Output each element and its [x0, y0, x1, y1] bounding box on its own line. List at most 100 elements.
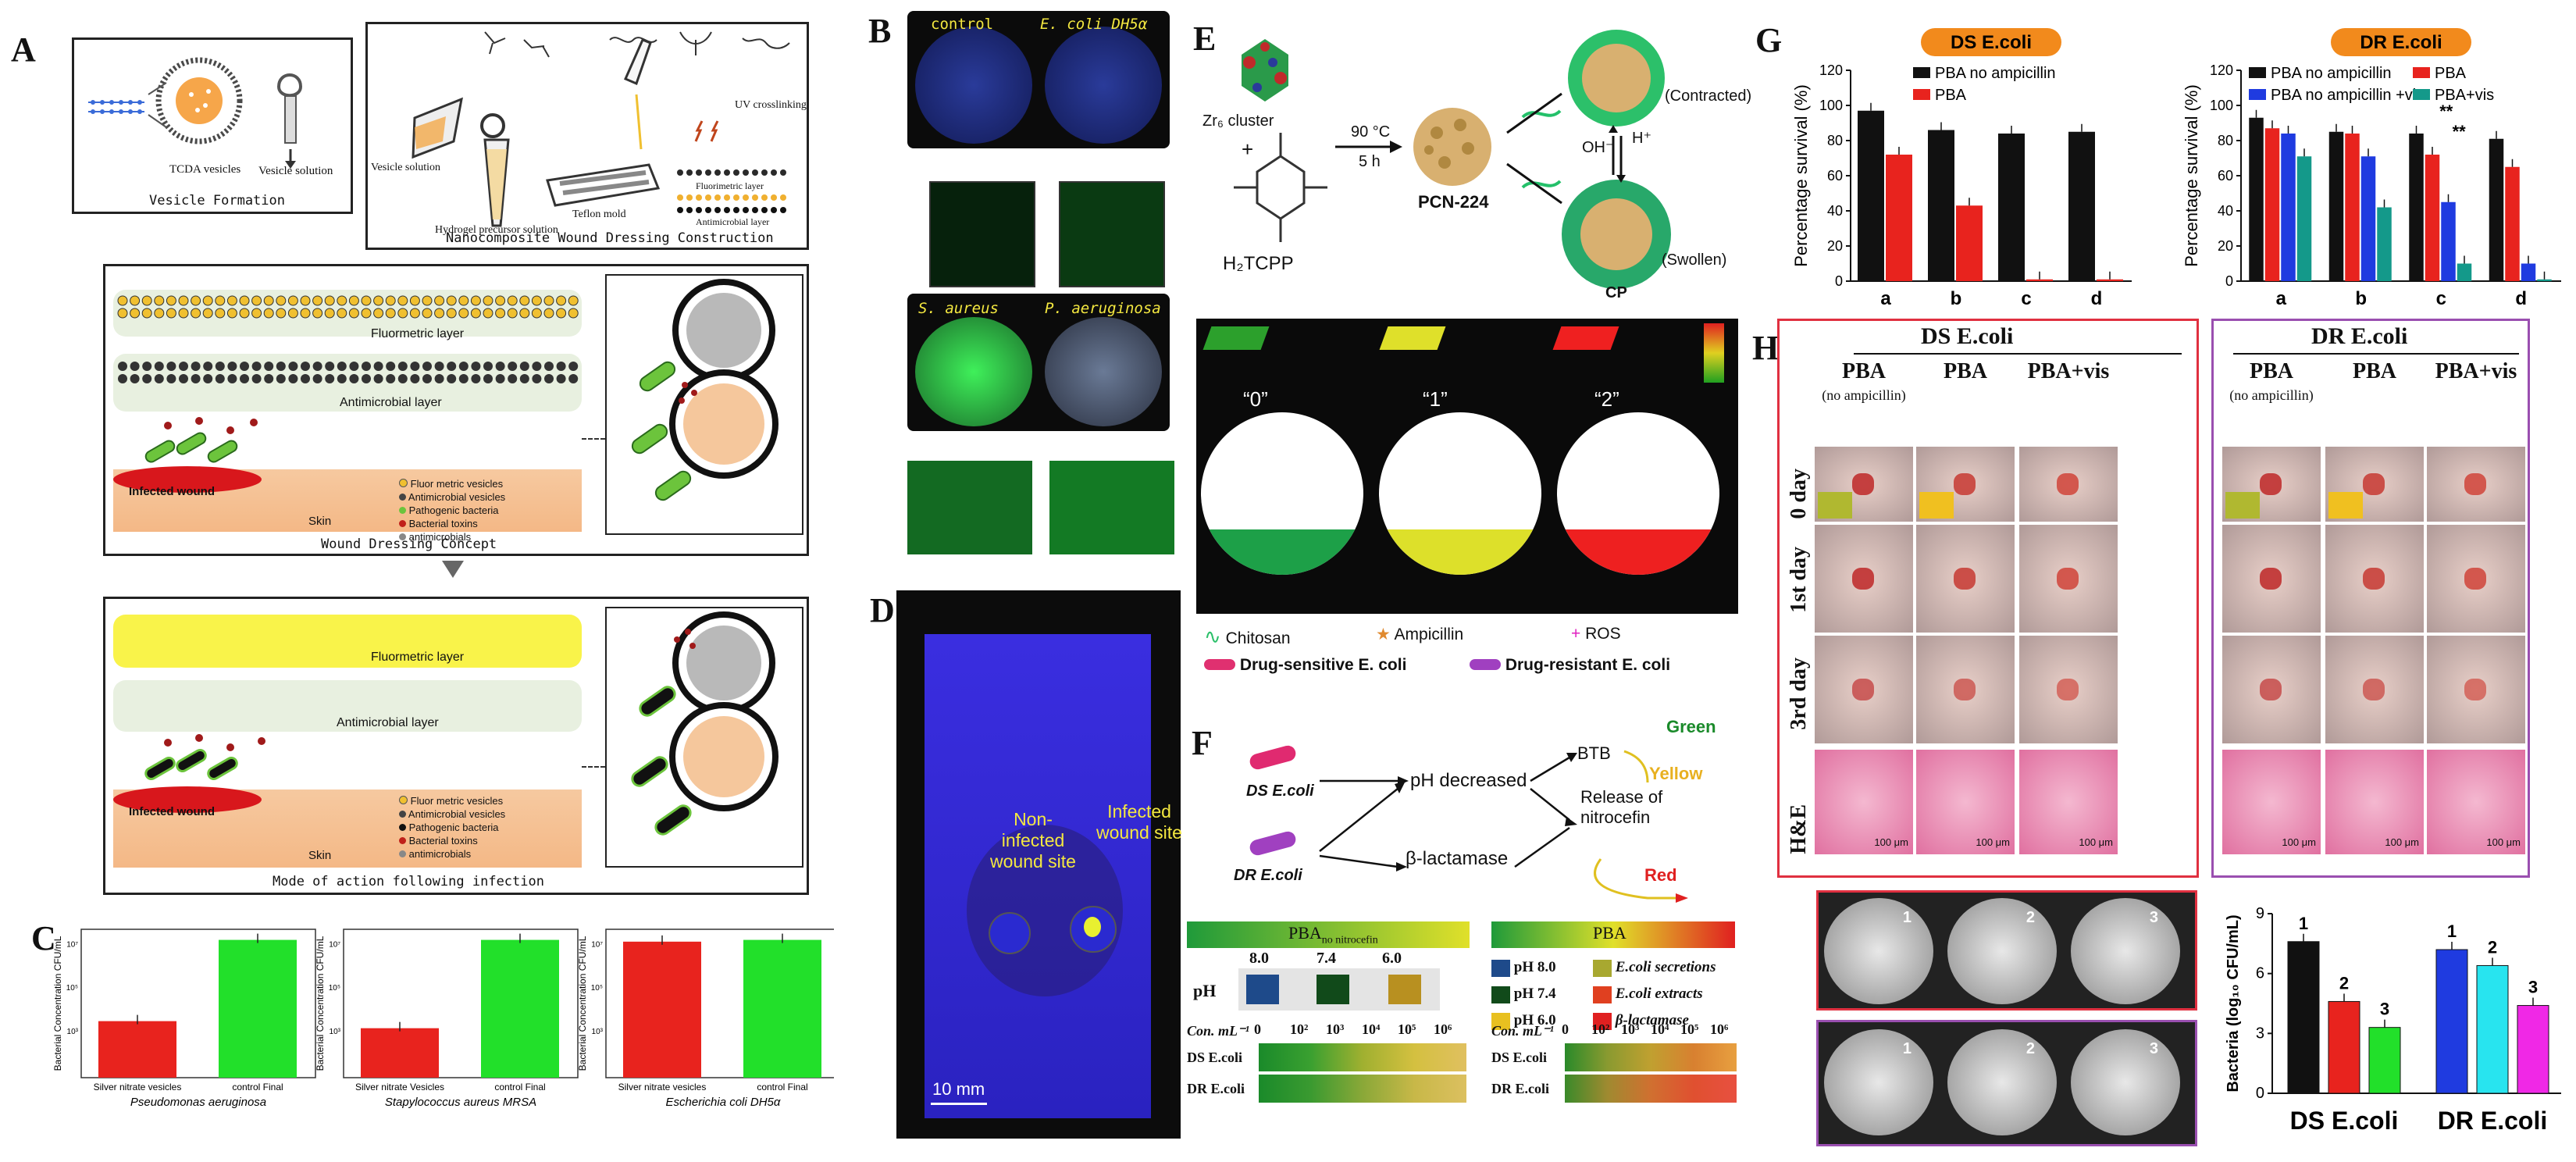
legend-ds: Drug-sensitive E. coli	[1239, 656, 1407, 674]
g-bar	[2097, 279, 2123, 281]
g-ylabel-group: Percentage survival (%)	[2182, 84, 2201, 267]
h-wound-photo	[2019, 636, 2118, 743]
saureus-microscopy	[907, 461, 1032, 554]
fluor-vesicle	[130, 295, 141, 306]
h-inset-swatch	[1919, 492, 1954, 519]
g-legend-swatch	[2413, 67, 2430, 78]
antimicrobial-vesicle	[179, 374, 188, 383]
g-bar	[2457, 263, 2472, 281]
hb-bar-label: 3	[2380, 1000, 2389, 1019]
g-ytick: 40	[1827, 203, 1843, 219]
g-xtick: b	[2355, 288, 2367, 309]
antimicrobial-vesicle	[386, 362, 396, 371]
g-title: DS E.coli	[1951, 32, 2032, 53]
h-inset-swatch	[2225, 492, 2260, 519]
g-ytick: 0	[2225, 273, 2233, 289]
c-chart-frame	[80, 929, 316, 1078]
antimicrobial-vesicle	[325, 374, 335, 383]
antimicrobial-vesicle	[118, 362, 127, 371]
conc-right-5: 10⁶	[1710, 1021, 1729, 1037]
g-sig-2: **	[2453, 122, 2467, 141]
row-1day: 1st day	[1787, 547, 1811, 613]
ph-8-chip	[1246, 975, 1279, 1004]
h-wound-mark	[2260, 568, 2282, 590]
fluor-vesicle	[495, 308, 506, 319]
panel-e-label: E	[1193, 20, 1217, 58]
fluor-vesicle	[263, 308, 274, 319]
time-label: 5 h	[1359, 153, 1381, 170]
panel-b-bottom-photo: S. aureus P. aeruginosa	[907, 294, 1170, 431]
yellow-label: Yellow	[1649, 764, 1703, 783]
antimicrobial-vesicle	[288, 362, 298, 371]
fluor-vesicle	[519, 308, 530, 319]
c-ylabel-group: Bacterial Concentration CFU/mL	[577, 936, 588, 1071]
h-inset-swatch	[2328, 492, 2363, 519]
c-bar	[98, 1021, 176, 1078]
ph-74-value: 7.4	[1317, 950, 1336, 967]
panel-g-charts: 0 20 40 60 80 100 120 Percentage survival (%) DS…	[1791, 28, 2561, 309]
f-right-legend2: E.coli secretions E.coli extracts β-lact…	[1593, 954, 1716, 1034]
c-xtick: Silver nitrate vesicles	[94, 1082, 182, 1092]
hb-bar-label: 3	[2528, 978, 2538, 997]
g-legend-label: PBA+vis	[2435, 87, 2494, 104]
h-col-sub: (no ampicillin)	[2229, 387, 2314, 403]
ph-8-value: 8.0	[1249, 950, 1269, 967]
state-1-label: “1”	[1423, 387, 1448, 411]
vesicle-formation-caption: Vesicle Formation	[149, 193, 285, 209]
mode-fluor-layer-label: Fluormetric layer	[371, 651, 465, 664]
g-legend-swatch	[1913, 89, 1930, 100]
concept-bacteria	[144, 417, 258, 463]
f-legend-beta: β-lactamase	[1615, 1012, 1689, 1028]
g-bar	[2441, 201, 2456, 281]
antimicrobial-vesicle	[264, 362, 274, 371]
h-wound-photo	[1916, 447, 2015, 522]
state-1-patch	[1379, 326, 1446, 350]
panel-c-label: C	[31, 919, 56, 957]
conc-left-0: 0	[1254, 1021, 1261, 1037]
h-scale-label: 100 μm	[1874, 836, 1908, 848]
antimicrobial-vesicle	[349, 374, 359, 383]
panel-h-label: H	[1752, 329, 1780, 367]
h-wound-mark	[2464, 568, 2486, 590]
g-bar	[2409, 134, 2424, 281]
plate-number: 2	[2026, 909, 2035, 926]
g-bar	[2360, 156, 2376, 281]
g-ytick: 120	[2210, 62, 2233, 78]
g-ytick: 120	[1819, 62, 1843, 78]
fluor-vesicle	[202, 295, 213, 306]
conc-right-4: 10⁵	[1680, 1021, 1699, 1037]
antimicrobial-vesicle	[227, 374, 237, 383]
mode-fluor-layer-band	[113, 615, 582, 668]
vesicle-solution-2-label: Vesicle solution	[371, 162, 441, 173]
g-bar	[2489, 138, 2504, 281]
f-left-row-ds: DS E.coli	[1187, 1050, 1243, 1065]
f-right-header-bar: PBA	[1491, 921, 1735, 948]
nanocomposite-construction-box: Vesicle solution Hydrogel precursor solu…	[365, 22, 809, 250]
concept-legend-pathogenic: Pathogenic bacteria	[408, 504, 499, 516]
g-xtick: b	[1951, 288, 1962, 309]
c-ytick: 10⁵	[66, 984, 78, 993]
state-0-label: “0”	[1243, 387, 1268, 411]
saureus-label: S. aureus	[918, 300, 999, 317]
antimicrobial-vesicle	[312, 374, 322, 383]
h-wound-mark	[2464, 473, 2486, 495]
swollen-label: (Swollen)	[1662, 251, 1727, 269]
h-scale-label: 100 μm	[2079, 836, 2113, 848]
fluor-vesicle	[373, 295, 384, 306]
antimicrobial-vesicle	[276, 374, 286, 383]
row-3day: 3rd day	[1787, 658, 1811, 730]
fluor-vesicle	[495, 295, 506, 306]
h-scale-label: 100 μm	[2385, 836, 2419, 848]
hb-ytick: 3	[2256, 1025, 2264, 1042]
fluor-vesicle	[470, 308, 481, 319]
agar-plate: 3	[2071, 1029, 2180, 1135]
fluor-vesicle	[166, 295, 176, 306]
fluor-vesicle	[531, 295, 542, 306]
wound-concept-box: Fluormetric layer Antimicrobial layer In…	[103, 264, 809, 556]
g-bar	[2249, 117, 2264, 281]
h-wound-photo	[2427, 636, 2525, 743]
antimicrobial-vesicle	[325, 362, 335, 371]
h-ds-frame	[1777, 319, 2199, 878]
fluor-vesicle	[178, 308, 189, 319]
hb-xtick: DS E.coli	[2290, 1107, 2399, 1135]
